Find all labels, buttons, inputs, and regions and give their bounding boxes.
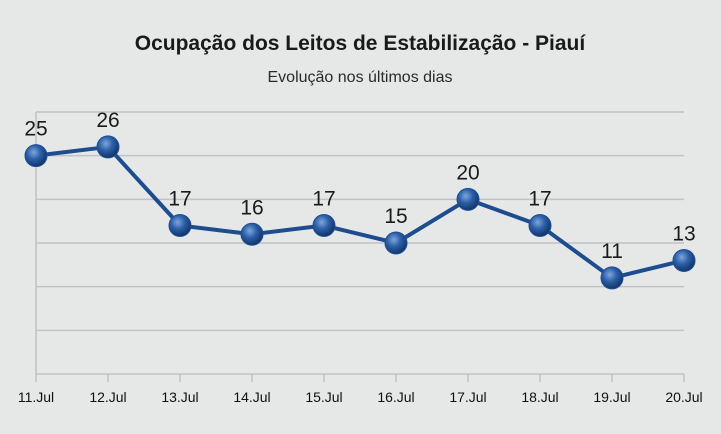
x-tick-label: 19.Jul bbox=[593, 389, 630, 405]
x-tick-label: 15.Jul bbox=[305, 389, 342, 405]
data-label: 17 bbox=[528, 188, 551, 211]
data-label: 26 bbox=[96, 109, 119, 132]
data-label: 17 bbox=[312, 188, 335, 211]
x-tick-label: 14.Jul bbox=[233, 389, 270, 405]
x-tick-label: 12.Jul bbox=[89, 389, 126, 405]
data-point bbox=[600, 266, 624, 290]
data-point bbox=[528, 214, 552, 238]
data-label: 17 bbox=[168, 188, 191, 211]
data-label: 20 bbox=[456, 161, 479, 184]
markers bbox=[24, 135, 696, 290]
x-tick-label: 16.Jul bbox=[377, 389, 414, 405]
data-label: 15 bbox=[384, 205, 407, 228]
x-tick-label: 20.Jul bbox=[665, 389, 702, 405]
grid-lines bbox=[36, 111, 684, 332]
x-tick-labels: 11.Jul 12.Jul 13.Jul 14.Jul 15.Jul 16.Jul 17.J… bbox=[18, 389, 703, 405]
data-point bbox=[456, 187, 480, 211]
data-label: 25 bbox=[24, 118, 47, 141]
data-point bbox=[24, 144, 48, 168]
chart-title: Ocupação dos Leitos de Estabilização - P… bbox=[135, 32, 587, 55]
x-tick-label: 18.Jul bbox=[521, 389, 558, 405]
x-tick-label: 17.Jul bbox=[449, 389, 486, 405]
x-tick-label: 11.Jul bbox=[18, 389, 54, 405]
data-labels: 25 26 17 16 17 15 20 17 11 13 bbox=[24, 109, 695, 263]
data-label: 11 bbox=[601, 240, 623, 263]
data-point bbox=[672, 248, 696, 272]
data-point bbox=[312, 214, 336, 238]
data-label: 13 bbox=[672, 222, 695, 245]
series-line-group bbox=[34, 144, 686, 280]
data-point bbox=[240, 222, 264, 246]
data-point bbox=[384, 231, 408, 255]
data-label: 16 bbox=[240, 196, 263, 219]
data-point bbox=[168, 214, 192, 238]
series-line bbox=[34, 144, 686, 280]
x-tick-label: 13.Jul bbox=[161, 389, 198, 405]
chart-subtitle: Evolução nos últimos dias bbox=[268, 69, 453, 86]
data-point bbox=[96, 135, 120, 159]
